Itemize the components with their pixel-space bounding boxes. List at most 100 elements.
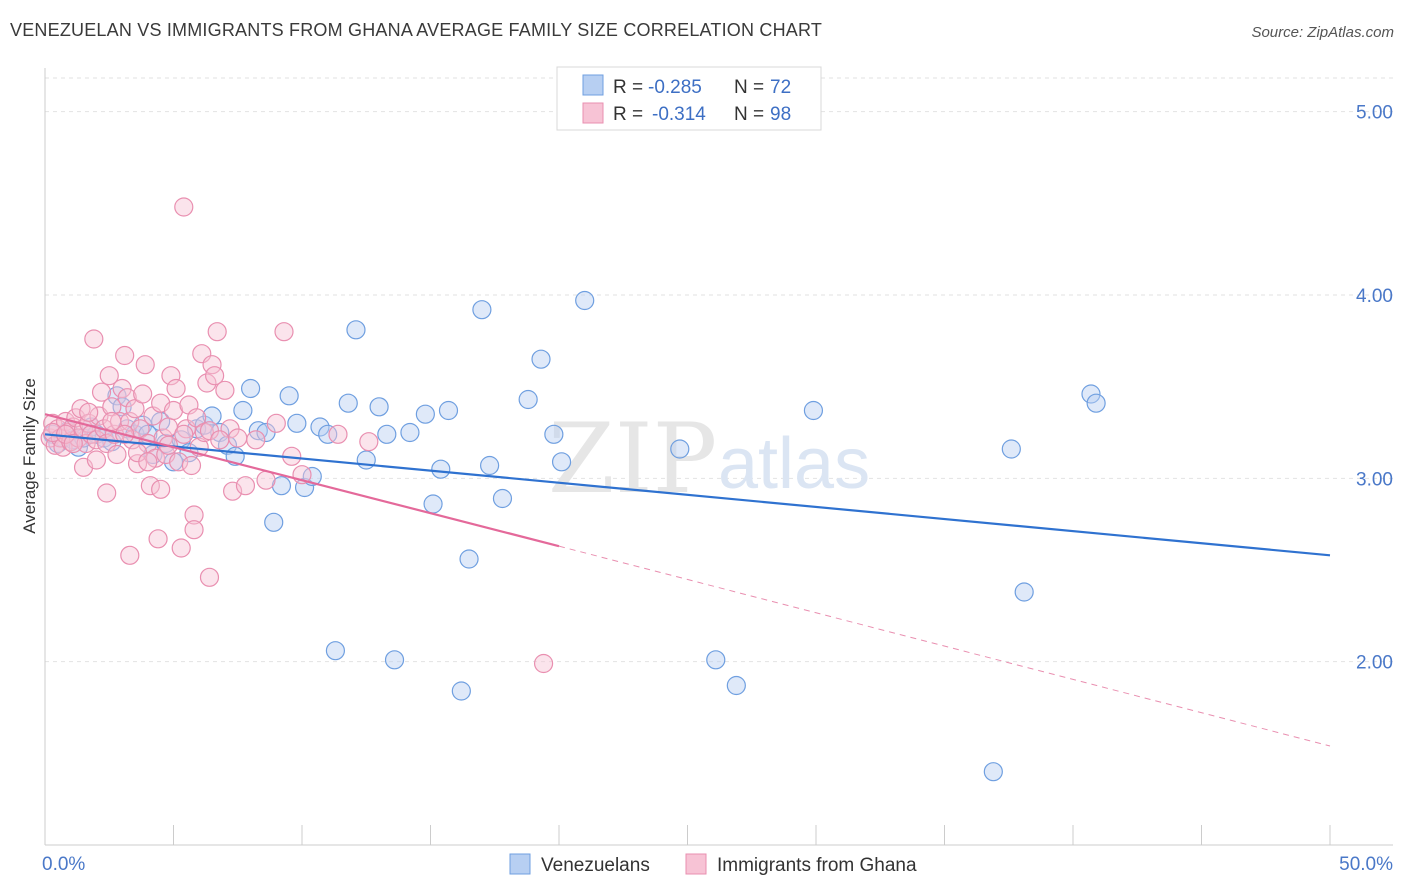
- ghana-point-29: [115, 345, 135, 366]
- venezuelans-point-63: [670, 439, 690, 459]
- ghana-point-51: [171, 538, 191, 558]
- ghana-point-63: [202, 355, 222, 375]
- ghana-point-77: [184, 520, 204, 540]
- venezuelans-point-57: [492, 488, 513, 509]
- ghana-point-20: [91, 382, 112, 402]
- ghana-point-28: [112, 378, 132, 399]
- x-tick-label-1: 50.0%: [1339, 854, 1393, 875]
- ghana-point-61: [197, 373, 217, 393]
- legend-n-value-1: 72: [770, 77, 791, 98]
- venezuelans-point-58: [518, 389, 538, 410]
- legend-r-value-1: -0.285: [648, 77, 702, 98]
- venezuelans-point-42: [338, 393, 358, 413]
- ghana-point-37: [135, 355, 155, 375]
- legend-n-value-2: 98: [770, 104, 791, 125]
- ghana-point-55: [181, 455, 202, 476]
- ghana-point-39: [140, 476, 160, 496]
- ghana-trend-line: [44, 413, 560, 548]
- venezuelans-point-60: [544, 424, 564, 444]
- venezuelans-point-65: [726, 675, 746, 696]
- venezuelans-point-50: [423, 494, 443, 514]
- venezuelans-point-25: [202, 406, 222, 426]
- venezuelans-point-52: [438, 400, 459, 421]
- venezuelans-point-30: [241, 378, 261, 399]
- ghana-point-74: [120, 545, 140, 565]
- series-name-venezuelans: Venezuelans: [541, 855, 650, 876]
- trend-lines: [44, 413, 1331, 747]
- series-legend: Venezuelans Immigrants from Ghana: [509, 853, 917, 876]
- ghana-point-27: [109, 411, 130, 432]
- venezuelans-point-44: [356, 450, 376, 470]
- venezuelans-point-59: [531, 349, 551, 369]
- venezuelans-point-29: [233, 400, 253, 421]
- ghana-point-36: [133, 384, 153, 404]
- legend-r-label-1: R =: [613, 77, 643, 98]
- legend-r-value-2: -0.314: [652, 104, 706, 125]
- ghana-point-62: [199, 567, 220, 587]
- y-tick-label-1: 3.00: [1356, 469, 1393, 490]
- tick-labels: 2.00 3.00 4.00 5.00 0.0% 50.0%: [42, 103, 1393, 875]
- venezuelans-point-61: [551, 452, 572, 472]
- ghana-point-88: [328, 424, 348, 444]
- venezuelans-point-71: [1086, 393, 1106, 413]
- venezuelans-point-46: [377, 424, 397, 444]
- axes: [44, 68, 1393, 846]
- ghana-point-66: [215, 380, 235, 400]
- watermark-atlas: atlas: [718, 424, 870, 504]
- ghana-point-97: [533, 653, 554, 674]
- series-swatch-pink: [685, 853, 707, 875]
- watermark-zip: ZIP: [548, 403, 717, 515]
- ghana-point-42: [148, 529, 168, 549]
- venezuelans-point-67: [983, 762, 1003, 782]
- x-tick-label-0: 0.0%: [42, 854, 85, 875]
- ghana-point-72: [86, 450, 107, 470]
- ghana-point-26: [107, 444, 127, 465]
- source-label: Source: ZipAtlas.com: [1251, 24, 1394, 41]
- ghana-point-96: [174, 424, 194, 444]
- ghana-point-79: [210, 430, 230, 450]
- series-name-ghana: Immigrants from Ghana: [717, 855, 917, 876]
- venezuelans-point-69: [1014, 582, 1034, 602]
- ghana-trend-extension: [558, 545, 1331, 747]
- venezuelans-point-56: [480, 455, 500, 476]
- ghana-point-17: [84, 329, 104, 349]
- legend-r-label-2: R =: [613, 104, 643, 125]
- venezuelans-point-41: [325, 641, 346, 661]
- ghana-point-47: [161, 366, 181, 386]
- chart-title: VENEZUELAN VS IMMIGRANTS FROM GHANA AVER…: [10, 20, 823, 40]
- ghana-point-84: [266, 413, 286, 433]
- venezuelans-point-51: [431, 459, 451, 479]
- venezuelans-point-33: [264, 512, 284, 532]
- legend-n-label-2: N =: [734, 104, 764, 125]
- ghana-point-82: [246, 430, 266, 450]
- ghana-point-73: [97, 483, 117, 503]
- ghana-point-81: [235, 476, 256, 496]
- series-swatch-blue: [509, 853, 531, 875]
- ghana-point-56: [184, 505, 204, 525]
- ghana-point-90: [63, 433, 83, 454]
- correlation-legend: R = -0.285 N = 72 R = -0.314 N = 98: [556, 66, 822, 131]
- venezuelans-point-66: [803, 400, 824, 421]
- ghana-point-89: [359, 432, 379, 452]
- ghana-point-68: [228, 428, 248, 448]
- ghana-point-52: [174, 197, 194, 217]
- venezuelans-point-62: [575, 290, 595, 311]
- y-tick-label-3: 5.00: [1356, 103, 1393, 124]
- venezuelans-point-49: [415, 404, 435, 424]
- legend-n-label-1: N =: [734, 77, 764, 98]
- ghana-point-23: [99, 366, 119, 386]
- ghana-point-50: [169, 452, 189, 472]
- ghana-point-65: [207, 322, 227, 342]
- venezuelans-point-47: [384, 650, 405, 670]
- y-tick-label-2: 4.00: [1356, 286, 1393, 307]
- grid-lines: [45, 77, 1393, 663]
- y-tick-label-0: 2.00: [1356, 653, 1393, 674]
- venezuelans-point-43: [346, 320, 366, 340]
- ghana-point-30: [117, 388, 137, 408]
- ghana-point-83: [256, 470, 276, 490]
- ghana-point-64: [205, 366, 225, 386]
- ghana-point-94: [138, 452, 158, 472]
- venezuelans-trend-line: [44, 433, 1331, 557]
- ghana-points: [40, 197, 554, 674]
